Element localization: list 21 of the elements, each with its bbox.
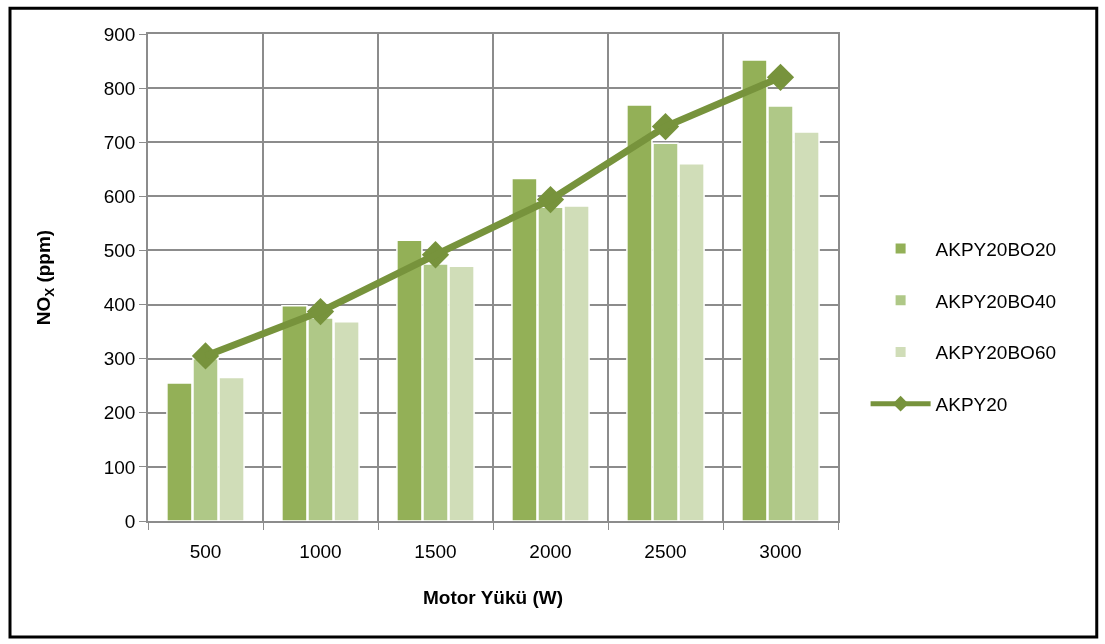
x-tick-label: 1000 xyxy=(299,540,342,562)
legend-label: AKPY20 xyxy=(935,394,1008,416)
y-tick-label: 600 xyxy=(103,185,136,207)
x-tick-label: 2500 xyxy=(644,540,687,562)
y-tick-label: 800 xyxy=(103,77,136,99)
x-tick-label: 500 xyxy=(189,540,222,562)
x-axis-title: Motor Yükü (W) xyxy=(422,586,564,608)
x-tick-label: 1500 xyxy=(414,540,457,562)
x-tick-label: 2000 xyxy=(529,540,572,562)
legend-label: AKPY20BO20 xyxy=(935,238,1057,260)
y-tick-label: 500 xyxy=(103,240,136,262)
y-tick-label: 900 xyxy=(103,23,136,45)
y-tick-label: 100 xyxy=(103,456,136,478)
y-tick-label: 200 xyxy=(103,402,136,424)
y-tick-label: 300 xyxy=(103,348,136,370)
legend-label: AKPY20BO40 xyxy=(935,290,1057,312)
legend-label: AKPY20BO60 xyxy=(935,342,1057,364)
y-tick-label: 700 xyxy=(103,131,136,153)
y-tick-label: 0 xyxy=(124,510,136,532)
y-tick-label: 400 xyxy=(103,294,136,316)
x-tick-label: 3000 xyxy=(759,540,802,562)
